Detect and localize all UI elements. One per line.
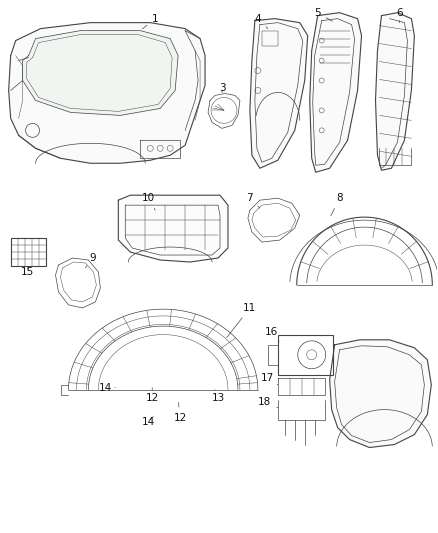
Text: 4: 4 (254, 14, 268, 29)
Polygon shape (250, 19, 308, 168)
Bar (11, 238, 46, 266)
Text: 3: 3 (219, 84, 225, 93)
Text: 11: 11 (227, 303, 257, 337)
Text: 6: 6 (396, 7, 403, 22)
Text: 10: 10 (141, 193, 155, 210)
Polygon shape (23, 30, 178, 116)
Text: 14: 14 (141, 417, 155, 426)
Text: 15: 15 (21, 267, 34, 277)
Text: 14: 14 (99, 383, 115, 393)
Polygon shape (375, 13, 414, 170)
Polygon shape (9, 22, 205, 163)
Text: 7: 7 (247, 193, 260, 208)
Text: 16: 16 (265, 327, 280, 342)
Text: 8: 8 (331, 193, 343, 216)
Text: 17: 17 (261, 373, 278, 385)
Text: 5: 5 (314, 7, 332, 21)
Polygon shape (330, 340, 431, 448)
Text: 18: 18 (258, 397, 278, 408)
Polygon shape (310, 13, 361, 172)
Bar (278, 335, 332, 375)
Text: 12: 12 (173, 402, 187, 423)
Text: 13: 13 (212, 390, 225, 402)
Text: 9: 9 (85, 253, 96, 268)
Text: 12: 12 (145, 387, 159, 402)
Polygon shape (118, 195, 228, 262)
Text: 1: 1 (142, 14, 159, 29)
